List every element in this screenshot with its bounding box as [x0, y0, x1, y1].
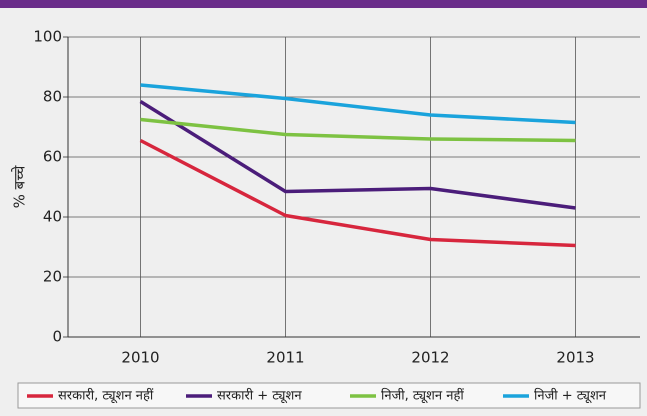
x-tick-label: 2012	[411, 349, 449, 367]
x-tick-label: 2013	[556, 349, 594, 367]
data-line	[140, 83, 576, 125]
legend-box	[17, 382, 641, 409]
x-tick-label: 2010	[121, 349, 159, 367]
legend-text: सरकारी + ट्यूशन	[217, 388, 302, 404]
y-axis-label: % बच्चे	[11, 165, 29, 208]
y-tick-label: 60	[43, 148, 62, 166]
header-band	[0, 0, 647, 8]
legend-text: सरकारी, ट्यूशन नहीं	[58, 388, 154, 404]
data-line	[140, 117, 576, 143]
x-tick-label: 2011	[266, 349, 304, 367]
y-tick-label: 80	[43, 88, 62, 106]
y-tick-label: 20	[43, 268, 62, 286]
y-tick-label: 0	[52, 328, 62, 346]
y-tick-label: 40	[43, 208, 62, 226]
data-line	[139, 138, 576, 248]
y-tick-label: 100	[33, 28, 62, 46]
data-line	[139, 100, 576, 210]
legend-text: निजी, ट्यूशन नहीं	[381, 388, 464, 404]
legend-text: निजी + ट्यूशन	[534, 388, 607, 404]
